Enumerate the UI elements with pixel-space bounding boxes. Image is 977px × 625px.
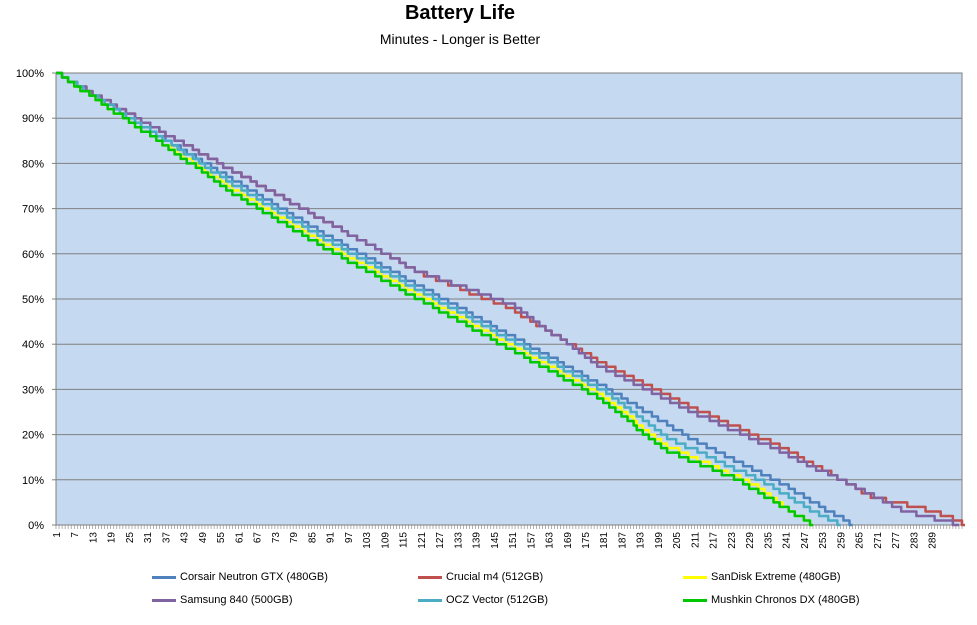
x-tick-label: 157	[526, 532, 537, 549]
x-tick-label: 1	[52, 532, 63, 538]
legend-item: Samsung 840 (500GB)	[152, 592, 293, 608]
x-tick-label: 115	[399, 532, 410, 548]
x-tick-label: 271	[873, 532, 884, 549]
x-tick-label: 229	[745, 532, 756, 549]
legend-item: Mushkin Chronos DX (480GB)	[683, 592, 860, 608]
y-tick-label: 100%	[16, 68, 44, 80]
x-tick-label: 55	[216, 532, 227, 544]
series-line	[56, 71, 841, 527]
x-tick-label: 289	[928, 532, 939, 549]
legend-label: OCZ Vector (512GB)	[446, 594, 549, 606]
y-tick-label: 90%	[22, 113, 44, 125]
legend-swatch	[683, 598, 707, 602]
x-tick-label: 151	[508, 532, 519, 549]
x-tick-label: 121	[417, 532, 428, 549]
y-tick-label: 70%	[22, 204, 44, 216]
x-tick-label: 253	[818, 532, 829, 549]
x-tick-label: 145	[490, 532, 501, 549]
x-tick-label: 7	[70, 532, 81, 538]
y-tick-label: 80%	[22, 158, 44, 170]
legend-swatch	[418, 598, 442, 602]
series-line	[56, 71, 853, 527]
x-tick-label: 127	[435, 532, 446, 549]
y-tick-label: 50%	[22, 294, 44, 306]
x-tick-label: 265	[855, 532, 866, 549]
x-tick-label: 85	[307, 532, 318, 544]
x-tick-label: 223	[727, 532, 738, 549]
x-tick-label: 187	[617, 532, 628, 549]
x-tick-label: 49	[198, 532, 209, 544]
y-tick-label: 20%	[22, 430, 44, 442]
x-tick-label: 241	[782, 532, 793, 549]
x-tick-label: 43	[180, 532, 191, 544]
x-tick-label: 37	[161, 532, 172, 544]
x-tick-label: 277	[891, 532, 902, 549]
legend-swatch	[418, 575, 442, 579]
legend-swatch	[683, 575, 707, 579]
x-tick-label: 235	[763, 532, 774, 549]
y-tick-label: 30%	[22, 384, 44, 396]
x-tick-label: 211	[690, 532, 701, 548]
x-tick-label: 139	[472, 532, 483, 549]
y-tick-label: 10%	[22, 475, 44, 487]
series-line	[56, 71, 814, 527]
x-tick-label: 109	[380, 532, 391, 549]
x-tick-label: 91	[326, 532, 337, 544]
legend-label: Mushkin Chronos DX (480GB)	[711, 594, 860, 606]
x-tick-label: 133	[453, 532, 464, 549]
x-tick-label: 247	[800, 532, 811, 549]
x-tick-label: 175	[581, 532, 592, 549]
y-tick-label: 40%	[22, 339, 44, 351]
x-tick-label: 217	[709, 532, 720, 549]
legend-label: Corsair Neutron GTX (480GB)	[180, 571, 328, 583]
y-tick-label: 0%	[28, 520, 44, 532]
x-tick-label: 19	[107, 532, 118, 544]
legend-label: Crucial m4 (512GB)	[446, 571, 544, 583]
x-tick-label: 79	[289, 532, 300, 544]
x-tick-label: 31	[143, 532, 154, 544]
x-tick-label: 13	[88, 532, 99, 544]
x-tick-label: 181	[599, 532, 610, 549]
legend-swatch	[152, 575, 176, 579]
chart-title: Battery Life	[404, 2, 516, 24]
x-tick-label: 259	[836, 532, 847, 549]
x-tick-label: 103	[362, 532, 373, 549]
legend-item: SanDisk Extreme (480GB)	[683, 569, 841, 585]
y-tick-label: 60%	[22, 249, 44, 261]
legend-item: Corsair Neutron GTX (480GB)	[152, 569, 328, 585]
legend-label: Samsung 840 (500GB)	[180, 594, 293, 606]
x-tick-label: 73	[271, 532, 282, 544]
x-tick-label: 199	[654, 532, 665, 549]
legend-item: OCZ Vector (512GB)	[418, 592, 548, 608]
x-tick-label: 283	[909, 532, 920, 549]
x-tick-label: 163	[545, 532, 556, 549]
series-line	[56, 71, 959, 527]
chart-subtitle: Minutes - Longer is Better	[379, 31, 541, 47]
x-tick-label: 193	[636, 532, 647, 549]
legend-swatch	[152, 598, 176, 602]
x-tick-label: 61	[234, 532, 245, 544]
legend-label: SanDisk Extreme (480GB)	[711, 571, 841, 583]
x-tick-label: 67	[253, 532, 264, 544]
x-tick-label: 97	[344, 532, 355, 544]
x-tick-label: 169	[563, 532, 574, 549]
legend-item: Crucial m4 (512GB)	[418, 569, 543, 585]
x-tick-label: 205	[672, 532, 683, 549]
x-tick-label: 25	[125, 532, 136, 544]
